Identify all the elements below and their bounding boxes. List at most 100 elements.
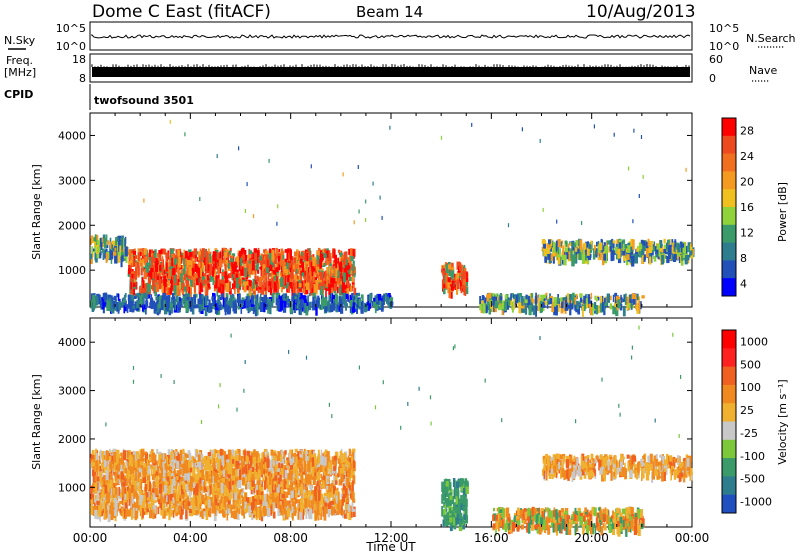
echo-cell (199, 248, 202, 252)
echo-cell (451, 270, 455, 278)
echo-cell (647, 238, 650, 247)
echo-cell (147, 491, 150, 500)
echo-cell (548, 239, 551, 244)
echo-cell (199, 197, 201, 201)
echo-cell (95, 448, 98, 453)
echo-cell (234, 477, 237, 488)
echo-cell (559, 241, 563, 247)
echo-cell (90, 485, 92, 494)
echo-cell (252, 260, 255, 271)
echo-cell (650, 241, 653, 251)
echo-cell (170, 297, 174, 305)
echo-cell (310, 280, 313, 289)
echo-cell (311, 503, 314, 514)
echo-cell (170, 499, 174, 505)
echo-cell (624, 293, 627, 297)
echo-cell (170, 279, 173, 290)
echo-cell (330, 292, 332, 298)
echo-cell (174, 258, 177, 265)
echo-cell (673, 245, 676, 253)
echo-cell (113, 251, 117, 256)
echo-cell (209, 454, 213, 465)
echo-cell (235, 459, 239, 470)
echo-cell (578, 251, 582, 261)
echo-cell (304, 271, 307, 276)
echo-cell (185, 301, 188, 312)
echo-cell (612, 240, 616, 244)
echo-cell (199, 283, 203, 291)
echo-cell (319, 272, 323, 280)
echo-cell (293, 277, 295, 288)
echo-cell (217, 252, 221, 260)
echo-cell (191, 460, 193, 470)
echo-cell (351, 276, 354, 283)
echo-cell (490, 293, 493, 302)
echo-cell (291, 276, 294, 280)
echo-cell (322, 294, 324, 300)
echo-cell (668, 244, 672, 255)
echo-cell (113, 483, 117, 495)
echo-cell (230, 511, 235, 518)
echo-cell (380, 303, 384, 312)
echo-cell (213, 448, 217, 457)
echo-cell (564, 248, 567, 253)
echo-cell (644, 254, 646, 260)
echo-cell (586, 247, 590, 256)
echo-cell (450, 275, 453, 282)
echo-cell (614, 246, 618, 254)
echo-cell (553, 297, 557, 307)
echo-cell (228, 281, 232, 292)
echo-cell (312, 292, 316, 300)
echo-cell (581, 250, 584, 259)
echo-cell (677, 251, 680, 257)
echo-cell (194, 448, 197, 459)
echo-cell (369, 299, 372, 309)
echo-cell (209, 261, 212, 271)
echo-cell (120, 247, 124, 256)
echo-cell (353, 287, 357, 296)
echo-cell (125, 460, 128, 468)
echo-cell (282, 280, 285, 290)
echo-cell (456, 261, 460, 270)
echo-cell (183, 256, 187, 266)
echo-cell (265, 277, 268, 288)
echo-cell (133, 296, 137, 299)
echo-cell (244, 267, 247, 278)
echo-cell (632, 219, 634, 224)
echo-cell (208, 299, 211, 308)
echo-cell (257, 285, 260, 294)
echo-cell (252, 496, 255, 506)
echo-cell (161, 279, 165, 283)
echo-cell (204, 274, 207, 285)
echo-cell (192, 267, 194, 276)
echo-cell (94, 249, 97, 261)
echo-cell (199, 491, 203, 501)
echo-cell (243, 511, 245, 519)
echo-cell (328, 258, 332, 269)
echo-cell (658, 248, 661, 257)
echo-cell (344, 284, 348, 290)
echo-cell (141, 500, 144, 507)
echo-cell (590, 305, 592, 316)
echo-cell (236, 277, 240, 289)
echo-cell (519, 303, 522, 314)
echo-cell (206, 274, 210, 282)
echo-cell (298, 305, 303, 316)
echo-cell (240, 505, 242, 509)
power-data (90, 119, 695, 317)
echo-cell (531, 297, 534, 303)
echo-cell (287, 285, 291, 293)
echo-cell (182, 490, 185, 498)
echo-cell (204, 468, 208, 474)
echo-cell (139, 251, 142, 256)
echo-cell (309, 283, 312, 293)
echo-cell (280, 277, 284, 287)
echo-cell (333, 470, 336, 481)
echo-cell (459, 279, 463, 291)
echo-cell (130, 470, 132, 481)
echo-cell (322, 506, 325, 517)
echo-cell (119, 461, 122, 470)
echo-cell (261, 260, 265, 266)
echo-cell (212, 277, 216, 286)
